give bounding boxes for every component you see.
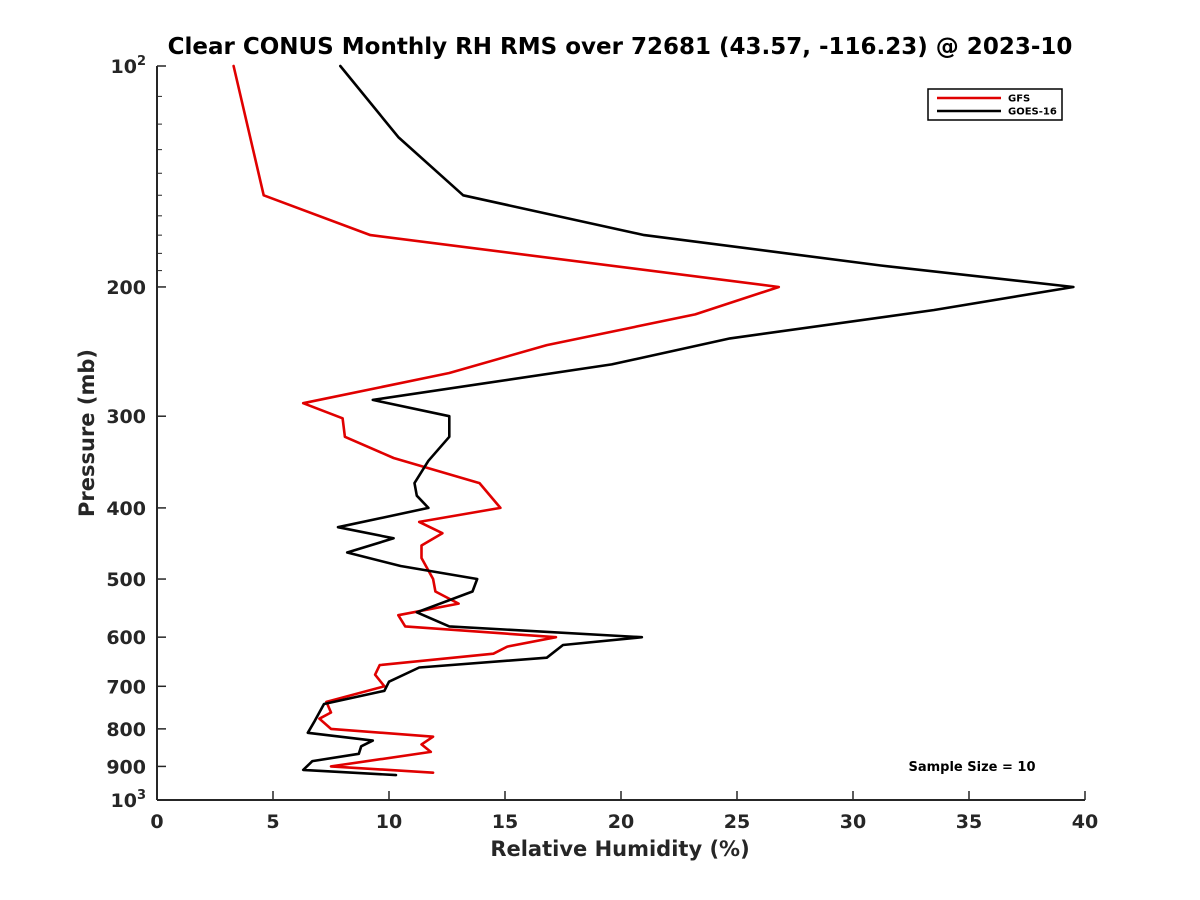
x-tick-label: 0 bbox=[150, 811, 163, 833]
y-tick-label: 700 bbox=[106, 676, 146, 698]
y-tick-label: 600 bbox=[106, 627, 146, 649]
legend: GFS GOES-16 bbox=[927, 88, 1063, 121]
x-tick-label: 40 bbox=[1072, 811, 1098, 833]
y-tick-label: 500 bbox=[106, 569, 146, 591]
y-tick-label: 300 bbox=[106, 406, 146, 428]
legend-box bbox=[927, 88, 1063, 121]
y-tick-label: 103 bbox=[111, 788, 147, 812]
x-axis-label: Relative Humidity (%) bbox=[490, 837, 749, 861]
x-ticks: 0 5 10 15 20 25 30 35 40 bbox=[150, 791, 1098, 833]
y-tick-label: 800 bbox=[106, 719, 146, 741]
x-tick-label: 35 bbox=[956, 811, 982, 833]
x-tick-label: 5 bbox=[266, 811, 279, 833]
sample-size-annotation: Sample Size = 10 bbox=[908, 760, 1035, 775]
y-tick-exponent: 2 bbox=[137, 54, 146, 69]
x-tick-label: 20 bbox=[608, 811, 634, 833]
legend-label: GOES-16 bbox=[1008, 107, 1057, 118]
chart-title: Clear CONUS Monthly RH RMS over 72681 (4… bbox=[168, 34, 1073, 60]
y-tick-label: 400 bbox=[106, 498, 146, 520]
y-tick-label: 900 bbox=[106, 756, 146, 778]
series-layer bbox=[232, 64, 1075, 777]
legend-entries: GFS GOES-16 bbox=[937, 94, 1057, 118]
y-tick-label: 102 bbox=[111, 54, 147, 78]
x-tick-label: 10 bbox=[376, 811, 402, 833]
x-tick-label: 30 bbox=[840, 811, 866, 833]
legend-label: GFS bbox=[1008, 94, 1030, 105]
series-line-goes-16 bbox=[301, 64, 1075, 777]
axes-layer bbox=[156, 66, 1085, 801]
x-tick-label: 25 bbox=[724, 811, 750, 833]
y-tick-label: 200 bbox=[106, 277, 146, 299]
y-axis-label: Pressure (mb) bbox=[75, 349, 99, 517]
x-tick-label: 15 bbox=[492, 811, 518, 833]
y-ticks: 102 200 300 400 500 600 700 800 900 103 bbox=[106, 54, 166, 812]
y-tick-exponent: 3 bbox=[137, 788, 146, 803]
series-line-gfs bbox=[232, 64, 781, 775]
